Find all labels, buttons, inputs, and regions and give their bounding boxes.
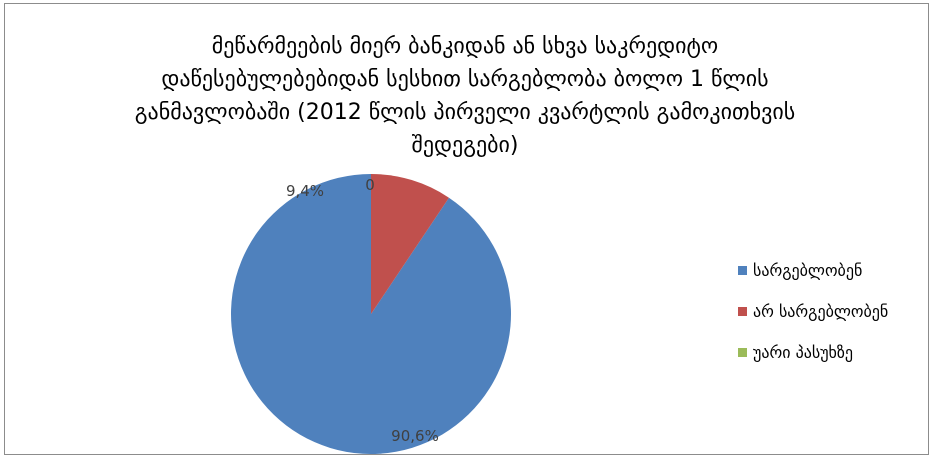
legend-label-refused: უარი პასუხზე xyxy=(753,343,854,362)
legend-item-using: სარგებლობენ xyxy=(738,260,888,280)
pie-chart: 90,6% 9,4% 0 xyxy=(231,174,512,455)
legend-item-not-using: არ სარგებლობენ xyxy=(738,301,888,321)
chart-frame: მეწარმეების მიერ ბანკიდან ან სხვა საკრედ… xyxy=(4,3,929,455)
legend-label-using: სარგებლობენ xyxy=(753,261,863,280)
legend-swatch-using xyxy=(738,266,747,275)
chart-title-line: მეწარმეების მიერ ბანკიდან ან სხვა საკრედ… xyxy=(211,34,719,59)
chart-title-line: დაწესებულებებიდან სესხით სარგებლობა ბოლო… xyxy=(161,67,769,92)
legend-swatch-refused xyxy=(738,348,747,357)
legend: სარგებლობენ არ სარგებლობენ უარი პასუხზე xyxy=(738,260,888,383)
pie-slice-not-using xyxy=(371,174,449,314)
chart-title: მეწარმეების მიერ ბანკიდან ან სხვა საკრედ… xyxy=(115,30,815,162)
chart-title-line: განმავლობაში (2012 წლის პირველი კვარტლის… xyxy=(134,100,796,125)
data-label-refused: 0 xyxy=(365,176,375,194)
legend-swatch-not-using xyxy=(738,307,747,316)
legend-item-refused: უარი პასუხზე xyxy=(738,342,888,362)
chart-title-line: შედეგები) xyxy=(411,133,519,158)
legend-label-not-using: არ სარგებლობენ xyxy=(753,302,889,321)
data-label-not-using: 9,4% xyxy=(286,182,324,200)
data-label-using: 90,6% xyxy=(391,427,439,445)
pie-slice-using xyxy=(231,174,512,455)
